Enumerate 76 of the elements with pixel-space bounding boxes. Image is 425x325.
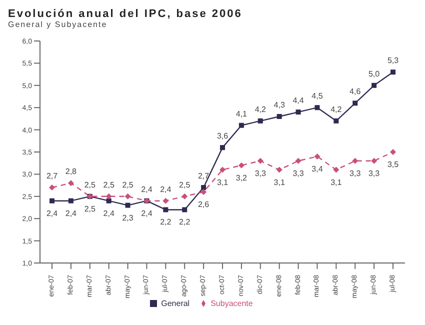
data-label: 2,7 [46,172,58,181]
data-label: 4,3 [274,100,286,110]
data-label: 2,5 [103,180,115,190]
data-label: 3,2 [236,173,248,182]
data-label: 2,5 [179,180,191,190]
data-label: 2,5 [84,180,96,190]
data-label: 3,3 [350,168,362,178]
data-label: 4,5 [312,92,324,101]
point [162,198,169,204]
point [200,188,207,195]
data-label: 2,4 [141,184,153,194]
data-label: 4,2 [330,104,342,114]
point [333,166,340,173]
data-label: 4,2 [254,104,266,114]
data-label: 2,5 [122,180,134,190]
data-label: 5,0 [368,69,380,78]
point [334,118,339,124]
point [201,185,206,190]
point [238,122,244,128]
point [106,198,112,204]
data-label: 3,1 [274,178,286,187]
chart-title: Evolución anual del IPC, base 2006 [8,8,244,20]
point [68,180,74,186]
point [371,158,378,164]
data-label: 4,4 [292,96,304,106]
data-label: 2,4 [46,208,58,218]
data-label: 3,5 [387,160,400,169]
point [258,118,263,124]
data-label: 2,4 [65,208,78,218]
point [390,70,396,75]
point [238,162,244,168]
data-label: 3,1 [216,178,229,187]
legend-label: Subyacente [210,299,253,308]
point [182,207,188,212]
point [106,193,112,200]
legend-label: General [161,299,190,308]
data-label: 2,4 [103,208,115,218]
point [50,198,54,204]
point [296,110,301,115]
data-label: 3,3 [292,168,304,178]
point [124,193,131,200]
data-label: 2,4 [141,208,153,218]
data-label: 2,5 [84,204,96,214]
data-label: 2,2 [160,218,172,227]
point [220,145,225,150]
point [276,114,282,119]
point [314,153,320,160]
point [390,149,396,155]
point [220,166,226,173]
data-label: 5,3 [387,56,400,66]
point [314,105,320,110]
data-label: 2,8 [65,167,78,176]
point [68,198,74,204]
data-label: 2,4 [160,184,172,194]
point [163,207,168,212]
data-label: 2,6 [198,200,210,209]
data-label: 3,6 [216,132,229,141]
data-label: 2,3 [122,213,134,222]
point [276,166,282,173]
data-label: 3,3 [254,168,266,178]
point [352,100,358,106]
data-label: 4,1 [236,109,248,118]
data-label: 3,4 [312,164,324,174]
data-label: 3,3 [368,168,380,178]
data-label: 4,6 [350,87,362,96]
data-label: 3,1 [330,178,342,187]
point [125,202,130,208]
data-label: 2,2 [179,218,191,227]
point [352,158,358,164]
chart-subtitle: General y Subyacente [8,20,108,29]
point [49,184,55,191]
point [295,158,302,164]
point [372,82,377,88]
data-label: 2,7 [198,172,210,181]
point [182,193,188,200]
point [257,158,264,164]
